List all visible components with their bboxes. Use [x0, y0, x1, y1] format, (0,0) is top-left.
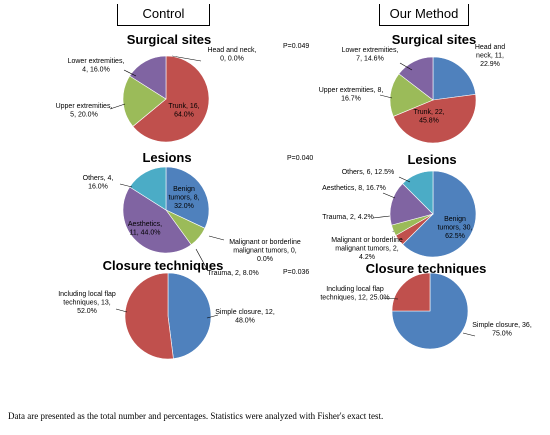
- pie-slice-aesthetics: [122, 186, 192, 254]
- control-surgical-sites-pie: Surgical sites P=0.049 Head and neck, 0, 0.…: [56, 32, 309, 143]
- leader-line: [119, 183, 133, 188]
- chart-title: Closure techniques: [103, 258, 224, 273]
- control-lesions-pie: Lesions P=0.040 Benign tumors, 8, 32.0% Malig…: [83, 150, 314, 277]
- chart-title: Lesions: [407, 152, 456, 167]
- slice-label: Upper extremities, 8, 16.7%: [319, 87, 384, 103]
- chart-title: Lesions: [142, 150, 191, 165]
- method-lesions-pie: Lesions Benign tumors, 30, 62.5% Malignant o…: [322, 152, 477, 261]
- control-header: Control: [117, 4, 210, 26]
- slice-label: Benign tumors, 30, 62.5%: [437, 216, 472, 240]
- pie-slice-others: [129, 166, 167, 211]
- p-value: P=0.036: [283, 269, 309, 276]
- slice-label: Head and neck, 0, 0.0%: [207, 47, 256, 63]
- pie-slice-trunk: [132, 55, 210, 143]
- slice-label: Benign tumors, 8, 32.0%: [168, 186, 199, 210]
- pie-slice-benign-tumors: [165, 166, 210, 229]
- slice-label: Simple closure, 36, 75.0%: [472, 322, 532, 338]
- slice-label: Aesthetics, 11, 44.0%: [128, 221, 162, 237]
- p-value: P=0.040: [287, 155, 313, 162]
- pie-slice-simple-closure: [391, 272, 469, 350]
- slice-label: Including local flap techniques, 13, 52.0%: [58, 291, 116, 315]
- pie-slice-head-and-neck: [432, 56, 476, 101]
- slice-label: Trauma, 2, 4.2%: [322, 214, 374, 221]
- footnote: Data are presented as the total number a…: [8, 411, 384, 421]
- slice-label: Trunk, 16, 64.0%: [168, 103, 199, 119]
- slice-label: Trunk, 22, 45.8%: [413, 109, 444, 125]
- pie-slice-benign-tumors: [402, 170, 477, 258]
- pie-slice-including-local-flap-techniques: [391, 272, 431, 312]
- pie-slice-lower-extremities: [129, 55, 167, 100]
- pie-slice-trunk: [392, 94, 477, 144]
- slice-label: Including local flap techniques, 12, 25.0…: [320, 286, 389, 302]
- leader-line: [382, 192, 396, 199]
- leader-line: [206, 314, 219, 319]
- pie-slice-aesthetics: [389, 183, 434, 226]
- leader-line: [195, 248, 209, 272]
- leader-line: [171, 55, 202, 62]
- slice-label: Lower extremities, 4, 16.0%: [68, 58, 125, 74]
- slice-label: Others, 6, 12.5%: [342, 169, 395, 176]
- leader-line: [109, 103, 126, 110]
- leader-line: [462, 332, 476, 337]
- leader-line: [208, 235, 225, 241]
- leader-line: [115, 308, 128, 313]
- slice-label: Others, 4, 16.0%: [83, 175, 114, 191]
- control-closure-techniques-pie: Closure techniques P=0.036 Simple closure,…: [58, 258, 309, 360]
- slice-label: Lower extremities, 7, 14.6%: [342, 47, 399, 63]
- leader-line: [123, 69, 137, 77]
- pie-slice-upper-extremities: [389, 73, 434, 117]
- slice-label: Simple closure, 12, 48.0%: [215, 309, 275, 325]
- chart-title: Surgical sites: [392, 32, 477, 47]
- p-value: P=0.049: [283, 43, 309, 50]
- chart-title: Closure techniques: [366, 261, 487, 276]
- slice-label: Head and neck, 11, 22.9%: [475, 44, 505, 68]
- leader-line: [379, 94, 393, 99]
- method-closure-techniques-pie: Closure techniques Simple closure, 36, 75.…: [320, 261, 532, 350]
- slice-label: Aesthetics, 8, 16.7%: [322, 185, 386, 192]
- slice-label: Malignant or borderline malignant tumors,…: [229, 239, 301, 263]
- our-method-header: Our Method: [379, 4, 469, 26]
- leader-line: [372, 215, 391, 219]
- slice-label: Malignant or borderline malignant tumors,…: [331, 237, 403, 261]
- chart-title: Surgical sites: [127, 32, 212, 47]
- pie-slice-simple-closure: [167, 272, 212, 359]
- slice-label: Upper extremities, 5, 20.0%: [56, 103, 113, 119]
- pie-slice-lower-extremities: [398, 56, 434, 101]
- leader-line: [399, 62, 413, 71]
- pie-slice-including-local-flap-techniques: [124, 272, 174, 360]
- slice-label: Trauma, 2, 8.0%: [207, 270, 259, 277]
- leader-line: [381, 297, 399, 300]
- pie-slice-upper-extremities: [122, 75, 167, 127]
- leader-line: [398, 176, 411, 183]
- pie-slice-others: [402, 170, 434, 215]
